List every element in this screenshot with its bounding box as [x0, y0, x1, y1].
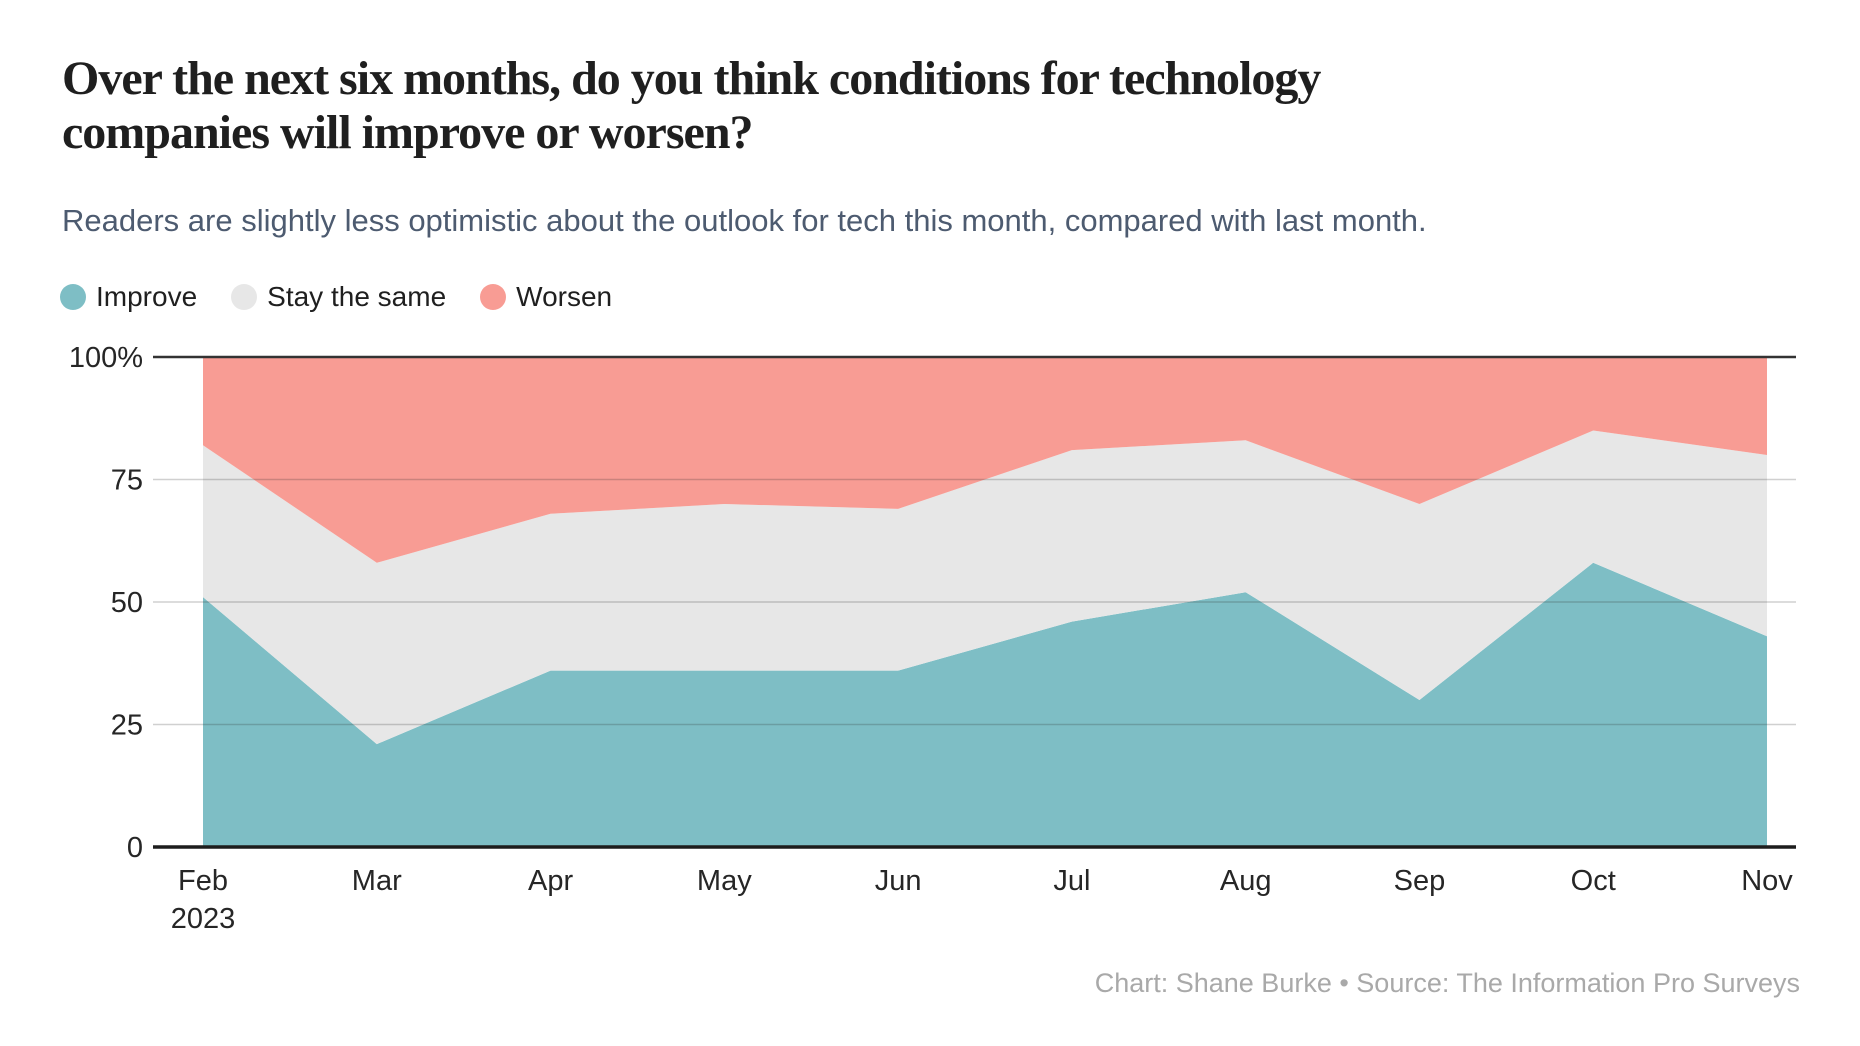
x-tick-label-sep: Sep	[1394, 865, 1446, 897]
x-tick-label-oct: Oct	[1571, 865, 1616, 897]
legend-swatch-improve-icon	[60, 284, 86, 310]
legend: Improve Stay the same Worsen	[60, 281, 612, 313]
legend-item-stay-the-same: Stay the same	[231, 281, 446, 313]
x-tick-label-mar: Mar	[352, 865, 402, 897]
x-tick-label-may: May	[697, 865, 752, 897]
x-tick-label-apr: Apr	[528, 865, 573, 897]
legend-item-worsen: Worsen	[480, 281, 612, 313]
x-tick-sublabel-2023: 2023	[171, 903, 236, 935]
x-tick-label-nov: Nov	[1741, 865, 1793, 897]
x-tick-label-jun: Jun	[875, 865, 922, 897]
x-tick-label-jul: Jul	[1053, 865, 1090, 897]
legend-label-improve: Improve	[96, 281, 198, 312]
legend-item-improve: Improve	[60, 281, 197, 313]
y-tick-label-50: 50	[111, 587, 143, 619]
legend-swatch-stay-the-same-icon	[231, 284, 258, 310]
y-tick-label-25: 25	[111, 710, 143, 742]
legend-swatch-worsen-icon	[480, 284, 507, 310]
chart-credit: Chart: Shane Burke • Source: The Informa…	[1094, 968, 1800, 998]
area-stay-the-same	[203, 430, 1767, 745]
y-tick-label-100: 100%	[69, 342, 143, 374]
area-worsen	[203, 357, 1767, 563]
chart-title-line-1: Over the next six months, do you think c…	[62, 52, 1321, 105]
y-tick-label-75: 75	[111, 465, 143, 497]
chart-title-line-2: companies will improve or worsen?	[62, 105, 754, 159]
y-tick-label-0: 0	[127, 832, 143, 864]
chart-title: Over the next six months, do you think c…	[62, 52, 1782, 160]
legend-label-worsen: Worsen	[516, 281, 613, 312]
x-tick-label-aug: Aug	[1220, 865, 1272, 897]
area-improve	[203, 562, 1767, 847]
chart-subtitle: Readers are slightly less optimistic abo…	[62, 203, 1427, 238]
legend-label-stay-the-same: Stay the same	[267, 281, 447, 312]
x-tick-label-feb: Feb	[178, 865, 228, 897]
